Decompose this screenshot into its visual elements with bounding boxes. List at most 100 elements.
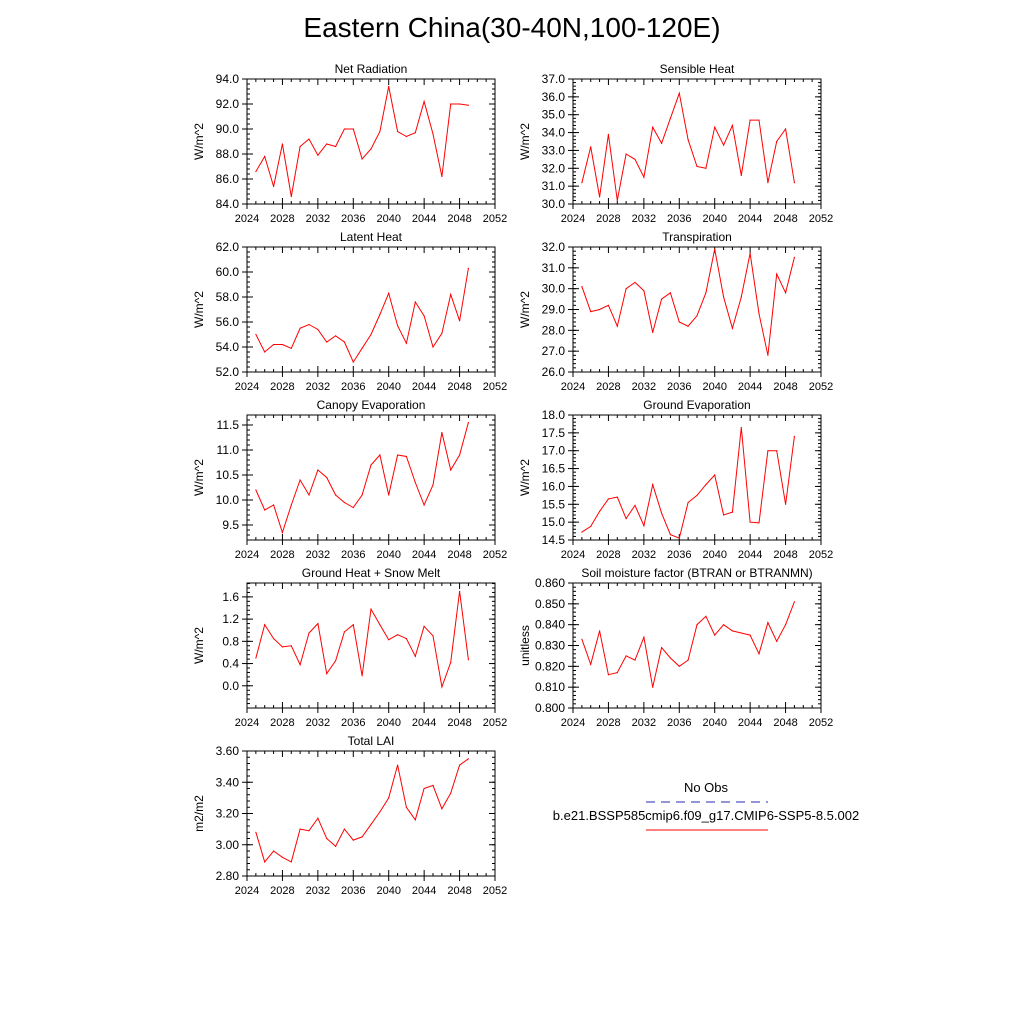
x-tick-label: 2040 <box>376 717 400 729</box>
data-point <box>687 659 689 661</box>
x-tick-label: 2048 <box>447 885 471 897</box>
data-point <box>607 674 610 676</box>
data-point <box>459 454 461 456</box>
y-tick-label: 0.850 <box>535 597 565 611</box>
data-point <box>343 501 345 504</box>
data-point <box>450 469 452 471</box>
x-tick-label: 2032 <box>306 717 330 729</box>
data-point <box>414 132 416 134</box>
data-point <box>705 615 707 617</box>
x-tick-label: 2024 <box>235 549 259 561</box>
y-tick-label: 11.0 <box>217 443 240 457</box>
plot-frame <box>572 78 822 205</box>
x-tick-label: 2044 <box>412 381 436 393</box>
chart-panel: Net Radiation W/m^2 2024 2028 2032 2036 2040 20… <box>192 62 507 225</box>
data-point <box>643 636 645 638</box>
data-point <box>317 817 319 819</box>
data-point <box>308 323 310 326</box>
data-point <box>273 343 275 346</box>
data-point <box>299 145 301 148</box>
data-point <box>625 655 627 657</box>
data-point <box>450 103 452 105</box>
data-point <box>273 850 275 852</box>
data-point <box>281 343 283 346</box>
data-point <box>414 819 416 821</box>
y-tick-label: 32.0 <box>542 161 566 175</box>
y-tick-label: 54.0 <box>216 340 240 354</box>
data-point <box>785 503 787 505</box>
data-point <box>714 474 716 476</box>
data-point <box>749 252 751 254</box>
y-tick-label: 88.0 <box>216 147 240 161</box>
data-point <box>414 655 416 657</box>
data-point <box>352 624 354 626</box>
data-point <box>705 167 707 169</box>
x-tick-label: 2040 <box>376 549 400 561</box>
data-point <box>397 325 399 327</box>
data-point <box>669 657 672 659</box>
y-tick-label: 52.0 <box>216 365 240 379</box>
data-point <box>661 512 663 514</box>
data-point <box>441 431 443 434</box>
y-tick-label: 14.5 <box>542 533 566 547</box>
data-point <box>590 146 592 148</box>
data-point <box>459 590 461 592</box>
chart-panel: Ground Heat + Snow Melt W/m^2 2024 2028 2032… <box>192 566 507 729</box>
data-point <box>326 837 328 840</box>
x-tick-label: 2044 <box>738 549 762 561</box>
data-point <box>669 534 672 536</box>
x-tick-label: 2052 <box>483 885 507 897</box>
data-point <box>335 660 337 662</box>
data-point <box>758 119 760 121</box>
data-point <box>290 195 292 198</box>
x-tick-label: 2040 <box>702 549 726 561</box>
x-tick-label: 2044 <box>412 213 436 225</box>
x-tick-label: 2052 <box>483 381 507 393</box>
data-point <box>705 292 707 294</box>
data-point <box>643 176 645 178</box>
data-point <box>678 321 680 323</box>
x-tick-label: 2040 <box>376 213 400 225</box>
data-point <box>361 158 363 160</box>
data-point <box>661 647 663 649</box>
data-point <box>432 346 434 348</box>
data-point <box>335 494 337 496</box>
data-point <box>776 273 778 275</box>
x-tick-label: 2036 <box>667 717 691 729</box>
y-axis-label: m2/m2 <box>192 795 206 832</box>
legend: No Obs b.e21.BSSP585cmip6.f09_g17.CMIP6-… <box>553 780 859 831</box>
data-point <box>793 601 796 603</box>
y-tick-label: 0.840 <box>535 618 565 632</box>
data-point <box>616 199 618 201</box>
y-tick-label: 62.0 <box>216 240 240 254</box>
data-point <box>423 504 425 506</box>
x-tick-label: 2044 <box>738 381 762 393</box>
x-tick-label: 2052 <box>809 717 833 729</box>
data-point <box>343 341 345 343</box>
x-tick-label: 2024 <box>235 717 259 729</box>
figure-title: Eastern China(30-40N,100-120E) <box>303 12 721 43</box>
data-point <box>370 333 372 336</box>
data-point <box>308 830 310 832</box>
data-point <box>758 313 760 315</box>
x-tick-label: 2052 <box>483 717 507 729</box>
plot-frame <box>572 582 822 709</box>
data-point <box>379 313 381 316</box>
plot-frame <box>246 246 496 373</box>
x-tick-label: 2024 <box>561 381 585 393</box>
x-tick-label: 2028 <box>270 213 294 225</box>
data-point <box>432 784 434 787</box>
data-point <box>388 494 390 496</box>
data-point <box>607 304 610 306</box>
data-point <box>414 301 416 303</box>
data-point <box>281 856 283 858</box>
chart-title: Sensible Heat <box>660 62 735 76</box>
series-line <box>581 91 795 201</box>
data-point <box>669 117 672 119</box>
data-point <box>388 639 390 641</box>
data-point <box>696 494 698 496</box>
data-point <box>467 267 469 269</box>
data-point <box>397 764 399 766</box>
x-tick-label: 2052 <box>809 381 833 393</box>
data-point <box>740 296 742 298</box>
